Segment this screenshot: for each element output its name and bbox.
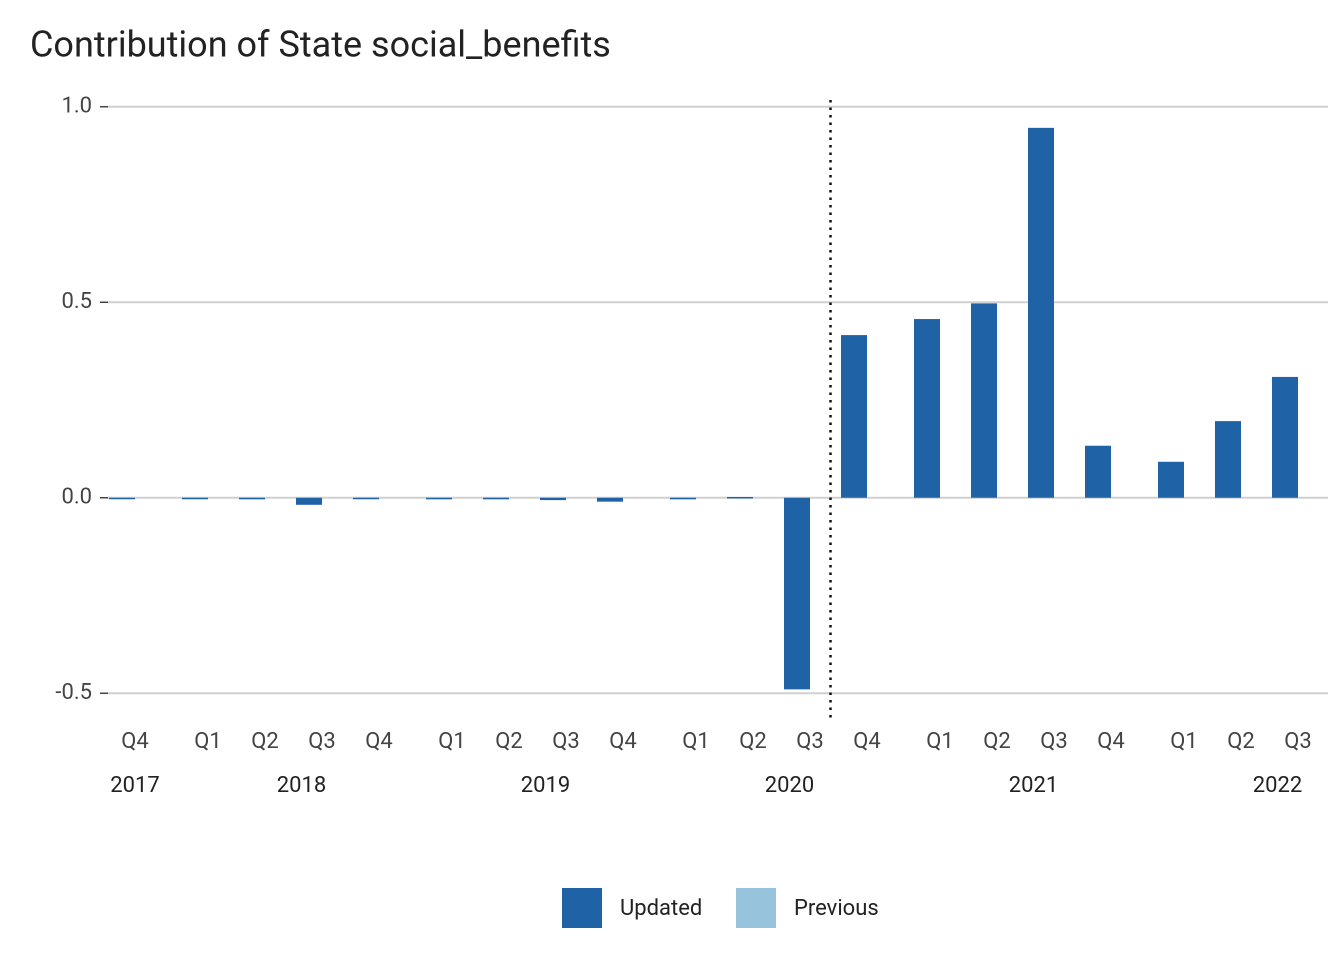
year-label: 2020 (765, 773, 814, 798)
x-tick-label: Q2 (251, 729, 279, 754)
x-tick-label: Q1 (1170, 729, 1198, 754)
bar (1272, 376, 1298, 498)
year-label: 2017 (110, 773, 159, 798)
bar (182, 497, 208, 500)
legend-label: Updated (620, 896, 702, 921)
bar (109, 497, 135, 500)
bar (841, 335, 867, 498)
year-label: 2019 (521, 773, 570, 798)
x-tick-label: Q3 (1284, 729, 1312, 754)
bar (727, 496, 753, 499)
y-tick-label: -0.5 (55, 680, 92, 705)
x-tick-label: Q4 (1097, 729, 1125, 754)
legend-swatch (736, 888, 776, 928)
bar (540, 497, 566, 501)
bar (483, 497, 509, 500)
bar (353, 497, 379, 500)
x-tick-label: Q1 (682, 729, 710, 754)
x-tick-label: Q1 (926, 729, 954, 754)
bar (1028, 127, 1054, 498)
year-label: 2021 (1009, 773, 1058, 798)
bar (784, 497, 810, 690)
x-tick-label: Q3 (308, 729, 336, 754)
x-tick-label: Q1 (194, 729, 222, 754)
x-tick-label: Q1 (438, 729, 466, 754)
x-tick-label: Q4 (365, 729, 393, 754)
bar (670, 497, 696, 500)
y-tick-label: 0.0 (61, 485, 92, 510)
bar (1158, 461, 1184, 498)
y-tick-label: 0.5 (61, 289, 92, 314)
bar (597, 497, 623, 502)
x-tick-label: Q4 (609, 729, 637, 754)
legend-label: Previous (794, 896, 879, 921)
x-tick-label: Q2 (1227, 729, 1255, 754)
x-tick-label: Q2 (739, 729, 767, 754)
x-tick-label: Q2 (983, 729, 1011, 754)
y-tick-label: 1.0 (61, 94, 92, 119)
x-tick-label: Q3 (552, 729, 580, 754)
bar (239, 497, 265, 500)
bar (1085, 445, 1111, 498)
legend-swatch (562, 888, 602, 928)
chart-title: Contribution of State social_benefits (30, 24, 611, 66)
year-label: 2022 (1253, 773, 1302, 798)
bar (914, 319, 940, 498)
bar (1215, 421, 1241, 498)
year-label: 2018 (277, 773, 326, 798)
x-tick-label: Q2 (495, 729, 523, 754)
bar (426, 497, 452, 500)
bar (971, 303, 997, 498)
x-tick-label: Q3 (796, 729, 824, 754)
x-tick-label: Q3 (1040, 729, 1068, 754)
bar (296, 497, 322, 505)
x-tick-label: Q4 (853, 729, 881, 754)
x-tick-label: Q4 (121, 729, 149, 754)
